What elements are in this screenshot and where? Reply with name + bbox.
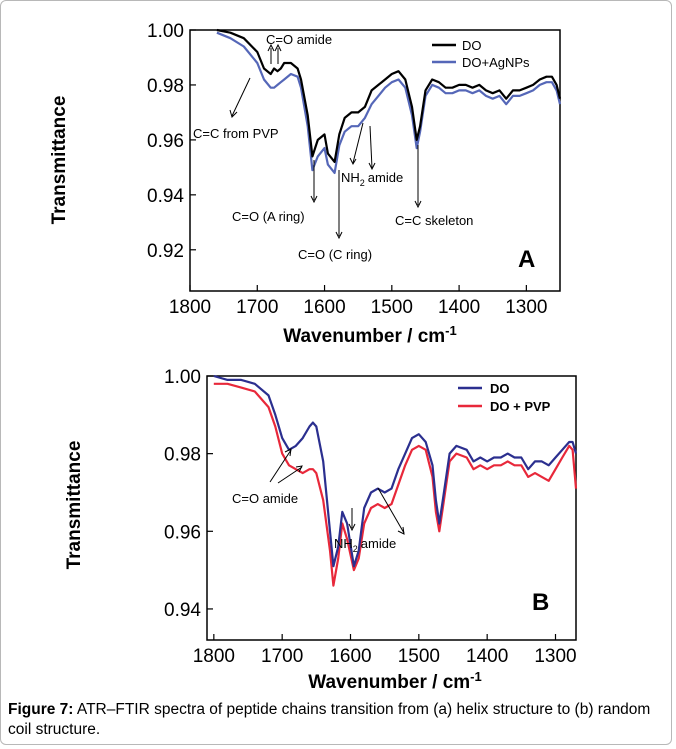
- y-tick-label-b-0.96: 0.96: [164, 522, 201, 543]
- x-axis-label-a: Wavenumber / cm-1: [283, 323, 456, 347]
- arrow-nh2-1: [352, 122, 364, 164]
- arrow-cc-pvp: [231, 77, 251, 117]
- arrow-nh2-b2: [377, 487, 405, 534]
- annotation-co-amide-b: C=O amide: [232, 491, 298, 506]
- series-a: [216, 28, 562, 174]
- series-b: [213, 374, 578, 587]
- annotations-b: [269, 448, 405, 535]
- y-tick-label-b-0.98: 0.98: [164, 445, 201, 466]
- plot-area-b: [206, 375, 577, 641]
- annotation-co-c-ring: C=O (C ring): [298, 247, 372, 262]
- x-tick-label-b-1600: 1600: [329, 646, 371, 667]
- x-tick-label-b-1800: 1800: [193, 646, 235, 667]
- x-tick-label-a-1500: 1500: [371, 297, 413, 318]
- y-tick-label-a-1.00: 1.00: [147, 21, 184, 42]
- arrowhead-co-a-ring: [310, 195, 318, 204]
- annotations-a: [229, 43, 422, 240]
- annotation-nh2-a: NH2 amide: [341, 170, 403, 188]
- annotation-cc-pvp: C=C from PVP: [193, 126, 279, 141]
- caption-label: Figure 7:: [8, 701, 74, 718]
- arrowhead-nh2-b1: [348, 523, 356, 532]
- y-axis-label-b: Transmittance: [64, 441, 85, 570]
- legend-a: DO DO+AgNPs: [432, 38, 530, 70]
- x-tick-label-a-1400: 1400: [438, 297, 480, 318]
- arrow-nh2-2: [369, 125, 373, 169]
- arrowhead-co-amide-1: [267, 43, 275, 52]
- y-tick-label-a-0.92: 0.92: [147, 241, 184, 262]
- arrowhead-nh2-b2: [397, 526, 405, 535]
- x-tick-label-b-1500: 1500: [398, 646, 440, 667]
- arrowhead-co-c-ring: [335, 231, 343, 240]
- arrowhead-nh2-1: [349, 157, 357, 166]
- arrow-co-amide-b2: [277, 466, 303, 484]
- legend-label-agnps-a: DO+AgNPs: [462, 55, 530, 70]
- ticks-b: 1800 1700 1600 1500 1400 1300 1.00 0.98 0.96 0.94: [164, 367, 577, 667]
- x-tick-label-b-1300: 1300: [534, 646, 576, 667]
- x-tick-label-a-1800: 1800: [169, 297, 211, 318]
- plot-area-a: [189, 29, 561, 292]
- annotation-cc-skeleton: C=C skeleton: [395, 213, 473, 228]
- chart-a: 1800 1700 1600 1500 1400 1300 1.00 0.98 0.96 0.94…: [49, 21, 562, 347]
- ticks-a: 1800 1700 1600 1500 1400 1300 1.00 0.98 0.96 0.94…: [147, 21, 547, 318]
- legend-label-do-b: DO: [490, 381, 510, 396]
- y-axis-label-a: Transmittance: [49, 96, 70, 225]
- annotation-nh2-b: NH2 amide: [334, 536, 396, 554]
- series-line-a-do-agnps: [216, 31, 562, 174]
- x-tick-label-a-1300: 1300: [505, 297, 547, 318]
- panel-label-a: A: [518, 246, 535, 273]
- series-line-a-do: [216, 28, 562, 163]
- annotation-co-a-ring: C=O (A ring): [232, 209, 305, 224]
- series-line-b-do-pvp: [213, 382, 578, 587]
- y-tick-label-a-0.96: 0.96: [147, 131, 184, 152]
- chart-b: 1800 1700 1600 1500 1400 1300 1.00 0.98 0.96 0.94…: [64, 367, 578, 693]
- panel-label-b: B: [532, 589, 549, 616]
- x-tick-label-b-1400: 1400: [466, 646, 508, 667]
- figure-caption: Figure 7: ATR–FTIR spectra of peptide ch…: [8, 700, 668, 740]
- arrowhead-nh2-2: [368, 162, 376, 171]
- y-tick-label-b-0.94: 0.94: [164, 600, 201, 621]
- plot-frame-b: [206, 375, 577, 641]
- arrowhead-cc-skeleton: [414, 200, 422, 209]
- arrow-co-amide-b1: [269, 449, 292, 483]
- plot-frame-a: [189, 29, 561, 292]
- x-axis-label-b: Wavenumber / cm-1: [308, 669, 481, 693]
- arrowhead-co-amide-2: [274, 43, 282, 52]
- series-line-b-do: [213, 374, 578, 568]
- legend-label-do-a: DO: [462, 38, 482, 53]
- y-tick-label-a-0.94: 0.94: [147, 186, 184, 207]
- x-tick-label-a-1600: 1600: [303, 297, 345, 318]
- x-tick-label-a-1700: 1700: [236, 297, 278, 318]
- arrowhead-cc-pvp: [229, 109, 238, 118]
- x-tick-label-b-1700: 1700: [261, 646, 303, 667]
- arrowhead-co-amide-b2: [295, 465, 303, 473]
- legend-label-pvp-b: DO + PVP: [490, 399, 551, 414]
- annotation-co-amide-a: C=O amide: [266, 32, 332, 47]
- y-tick-label-b-1.00: 1.00: [164, 367, 201, 388]
- legend-b: DO DO + PVP: [458, 381, 551, 414]
- y-tick-label-a-0.98: 0.98: [147, 76, 184, 97]
- arrowhead-co-amide-b1: [284, 448, 292, 457]
- caption-text: ATR–FTIR spectra of peptide chains trans…: [8, 701, 651, 738]
